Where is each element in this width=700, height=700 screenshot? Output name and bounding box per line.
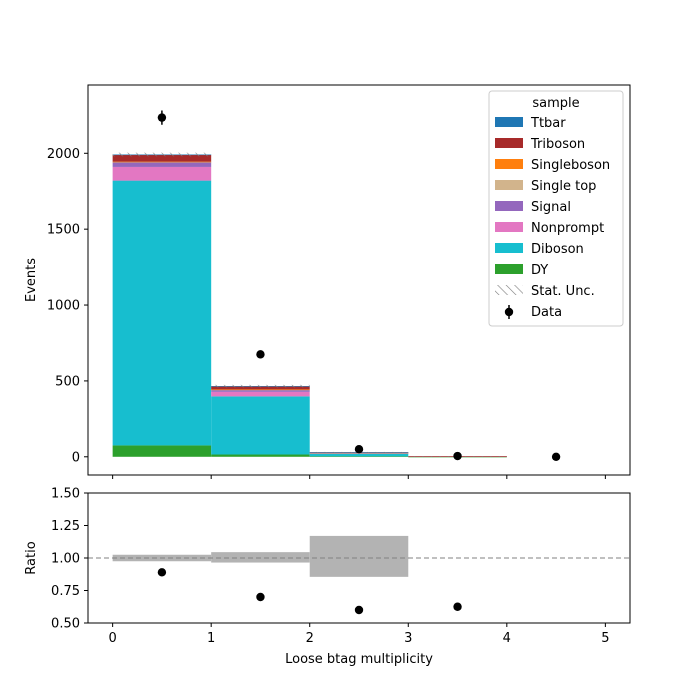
legend-swatch-dy	[495, 264, 523, 274]
legend-label: Singleboson	[531, 158, 610, 173]
legend-swatch-ttbar	[495, 117, 523, 127]
bar-singleboson	[112, 161, 212, 163]
legend-swatch-single-top	[495, 180, 523, 190]
y-tick-label: 500	[55, 374, 80, 389]
ratio-y-tick-label: 0.50	[51, 617, 80, 632]
data-point	[157, 113, 167, 122]
bar-diboson	[211, 396, 310, 455]
y-axis-label: Events	[24, 258, 39, 302]
ratio-point	[157, 568, 167, 577]
ratio-y-tick-label: 1.25	[51, 519, 80, 534]
ratio-x-tick-label: 4	[503, 631, 511, 646]
data-point	[256, 350, 265, 359]
ratio-unc-band	[211, 552, 310, 563]
ratio-x-tick-label: 5	[601, 631, 609, 646]
bar-dy	[309, 456, 409, 457]
legend-label: Triboson	[530, 137, 585, 152]
ratio-y-tick-label: 0.75	[51, 584, 80, 599]
ratio-point	[256, 592, 265, 602]
data-point	[551, 452, 561, 461]
bar-single-top	[211, 389, 310, 391]
legend-data-marker	[504, 307, 514, 317]
data-point	[453, 451, 462, 461]
legend-swatch-stat-unc	[495, 285, 523, 295]
bar-triboson	[112, 154, 212, 162]
y-tick-label: 2000	[47, 147, 80, 162]
legend-label: Ttbar	[530, 116, 566, 131]
legend-swatch-diboson	[495, 243, 523, 253]
legend-label: Single top	[531, 179, 596, 194]
bar-signal	[211, 390, 310, 392]
ratio-x-tick-label: 3	[404, 631, 412, 646]
main-plot: 0 500 1000 1500 2000 Events	[24, 84, 631, 479]
ratio-unc-band	[309, 535, 409, 577]
legend-label: Signal	[531, 200, 571, 215]
ratio-y-tick-label: 1.00	[51, 552, 80, 567]
ratio-x-tick-label: 2	[306, 631, 314, 646]
bar-signal	[112, 162, 212, 167]
ratio-point	[453, 602, 462, 611]
y-tick-label: 0	[72, 450, 80, 465]
bar-diboson	[309, 453, 409, 457]
legend-swatch-singleboson	[495, 159, 523, 169]
bar-single-top	[112, 161, 212, 163]
ratio-x-tick-label: 0	[108, 631, 116, 646]
legend-label: DY	[531, 263, 548, 278]
ratio-y-axis-label: Ratio	[24, 541, 39, 574]
ratio-y-tick-label: 1.50	[51, 487, 80, 502]
ratio-point	[354, 605, 364, 615]
main-axes-frame	[87, 84, 631, 476]
legend: sample Ttbar Triboson Singleboson Single top…	[488, 90, 624, 327]
bar-triboson	[211, 386, 310, 390]
bar-singleboson	[211, 389, 310, 391]
data-point	[354, 445, 364, 454]
bar-nonprompt	[211, 391, 310, 397]
bar-nonprompt	[309, 453, 409, 454]
bar-diboson	[112, 180, 212, 446]
stat-unc-band	[211, 384, 310, 388]
y-tick-label: 1500	[47, 223, 80, 238]
stat-unc-band	[112, 152, 212, 157]
legend-label: Stat. Unc.	[531, 284, 595, 299]
bar-nonprompt	[112, 166, 212, 181]
legend-swatch-signal	[495, 201, 523, 211]
y-tick-label: 1000	[47, 299, 80, 314]
ratio-plot: 0.50 0.75 1.00 1.25 1.50 0 1 2 3 4 5 Ratio Loose bta…	[24, 487, 631, 667]
legend-label: Data	[531, 305, 562, 320]
legend-label: Nonprompt	[531, 221, 604, 236]
bar-dy	[112, 445, 212, 457]
legend-swatch-triboson	[495, 138, 523, 148]
ratio-x-tick-label: 1	[207, 631, 215, 646]
x-axis-label: Loose btag multiplicity	[285, 652, 433, 667]
bar-dy	[211, 454, 310, 457]
legend-title: sample	[532, 96, 579, 111]
legend-swatch-nonprompt	[495, 222, 523, 232]
legend-label: Diboson	[531, 242, 584, 257]
